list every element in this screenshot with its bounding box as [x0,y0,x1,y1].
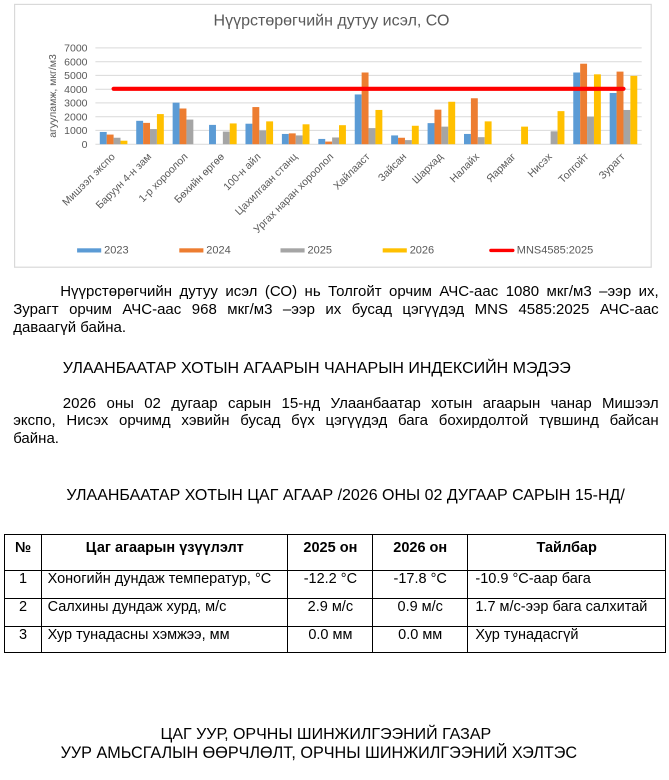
svg-text:3000: 3000 [64,98,88,110]
svg-text:1000: 1000 [64,125,88,137]
svg-text:2023: 2023 [104,245,128,257]
svg-text:4000: 4000 [64,84,88,96]
svg-text:7000: 7000 [64,43,88,55]
svg-text:2026: 2026 [410,245,434,257]
svg-text:2000: 2000 [64,111,88,123]
svg-text:2025: 2025 [308,245,332,257]
svg-text:2024: 2024 [206,245,230,257]
svg-text:6000: 6000 [64,56,88,68]
svg-text:Нүүрстөрөгчийн дутуу исэл, СО: Нүүрстөрөгчийн дутуу исэл, СО [214,13,450,30]
svg-text:MNS4585:2025: MNS4585:2025 [517,245,593,257]
svg-text:0: 0 [82,139,88,151]
svg-text:агууламж, мкг/м3: агууламж, мкг/м3 [47,54,59,138]
svg-text:5000: 5000 [64,70,88,82]
